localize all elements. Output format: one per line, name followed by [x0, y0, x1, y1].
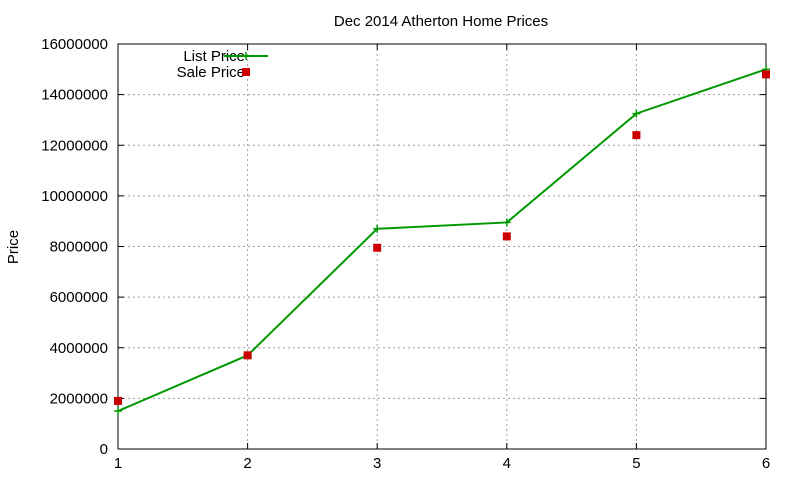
y-tick-label: 12000000 — [41, 137, 108, 154]
x-tick-label: 5 — [632, 455, 640, 472]
axis-ticks: 1 2 3 4 5 6 0 2000000 4000000 6000000 8000000 10000… — [41, 36, 770, 472]
data-point-square — [762, 70, 770, 79]
y-tick-label: 0 — [100, 441, 108, 458]
chart-title: Dec 2014 Atherton Home Prices — [334, 13, 548, 30]
data-point-cross — [632, 109, 641, 118]
y-tick-label: 6000000 — [50, 289, 108, 306]
series-list-price — [114, 65, 770, 416]
data-point-square — [243, 351, 252, 360]
data-point-square — [632, 131, 641, 140]
y-tick-label: 4000000 — [50, 340, 108, 357]
legend-swatch-square — [242, 68, 250, 76]
y-tick-label: 16000000 — [41, 36, 108, 53]
data-point-cross — [114, 407, 122, 416]
y-tick-label: 8000000 — [50, 239, 108, 256]
data-point-square — [373, 243, 382, 252]
data-point-cross — [373, 224, 382, 233]
y-tick-label: 10000000 — [41, 188, 108, 205]
series-sale-price — [114, 70, 770, 405]
series-line — [117, 68, 767, 412]
data-point-square — [114, 396, 122, 405]
data-point-cross — [502, 218, 511, 227]
data-point-square — [502, 232, 511, 241]
x-tick-label: 1 — [114, 455, 122, 472]
grid — [118, 44, 766, 449]
x-tick-label: 6 — [762, 455, 770, 472]
y-tick-label: 14000000 — [41, 87, 108, 104]
x-tick-label: 3 — [373, 455, 381, 472]
legend-swatch-cross — [242, 52, 250, 60]
legend-label: List Price — [183, 48, 245, 65]
y-axis-label: Price — [5, 230, 22, 264]
y-tick-label: 2000000 — [50, 390, 108, 407]
legend-label: Sale Price — [177, 64, 245, 81]
series — [114, 65, 770, 416]
x-tick-label: 2 — [243, 455, 251, 472]
x-tick-label: 4 — [503, 455, 511, 472]
